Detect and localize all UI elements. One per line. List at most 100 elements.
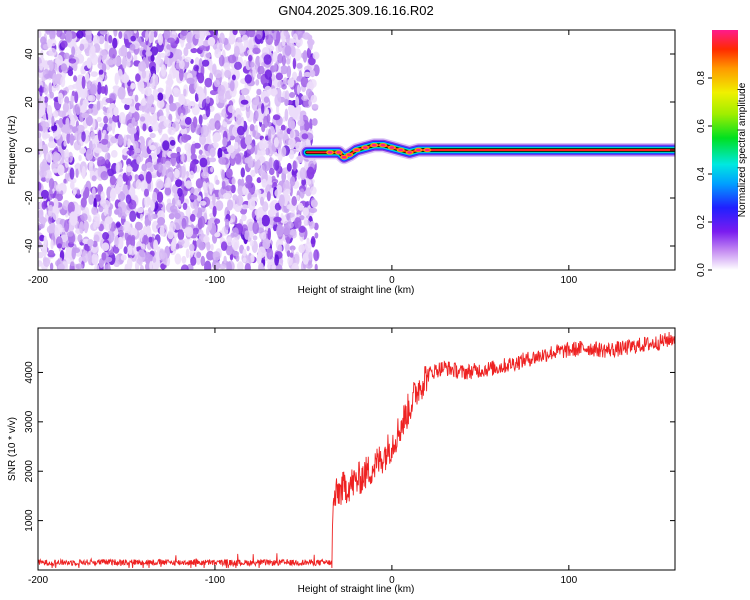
signal-peak-core bbox=[341, 155, 347, 159]
noise-blob bbox=[183, 47, 189, 57]
noise-blob bbox=[124, 263, 129, 270]
noise-blob bbox=[180, 153, 185, 162]
noise-blob bbox=[48, 82, 53, 95]
noise-blob bbox=[230, 184, 236, 194]
noise-blob bbox=[245, 106, 251, 119]
noise-blob bbox=[38, 217, 47, 224]
noise-blob bbox=[140, 243, 146, 250]
noise-blob bbox=[67, 69, 74, 77]
noise-blob bbox=[47, 109, 53, 121]
noise-blob bbox=[121, 73, 130, 84]
noise-blob bbox=[127, 138, 131, 149]
noise-blob bbox=[189, 194, 198, 200]
noise-blob bbox=[184, 116, 192, 125]
noise-blob bbox=[198, 114, 203, 125]
noise-blob bbox=[310, 238, 316, 245]
noise-blob bbox=[90, 131, 95, 140]
signal-peak-core bbox=[347, 153, 352, 157]
noise-blob bbox=[198, 229, 204, 239]
noise-blob bbox=[40, 209, 44, 216]
noise-blob bbox=[73, 75, 78, 82]
noise-blob bbox=[144, 188, 149, 197]
noise-blob bbox=[48, 249, 55, 256]
noise-blob bbox=[130, 234, 136, 242]
noise-blob bbox=[46, 38, 53, 49]
noise-blob bbox=[130, 82, 136, 90]
noise-blob bbox=[124, 97, 133, 105]
noise-blob bbox=[280, 124, 286, 131]
noise-blob bbox=[90, 84, 97, 96]
noise-blob bbox=[225, 185, 233, 192]
noise-blob bbox=[295, 30, 304, 39]
colorbar-tick-label: 0.6 bbox=[696, 119, 707, 133]
noise-blob bbox=[38, 112, 43, 119]
noise-blob bbox=[149, 145, 156, 151]
noise-blob bbox=[303, 71, 312, 78]
noise-blob bbox=[197, 217, 203, 230]
noise-blob bbox=[91, 206, 97, 215]
noise-blob bbox=[116, 176, 124, 187]
snr-ytick-label: 3000 bbox=[24, 410, 35, 433]
noise-blob bbox=[69, 167, 75, 180]
noise-blob bbox=[259, 140, 264, 150]
noise-blob bbox=[105, 256, 113, 263]
noise-blob bbox=[96, 100, 101, 111]
noise-blob bbox=[231, 74, 236, 81]
noise-blob bbox=[103, 218, 112, 231]
noise-blob bbox=[267, 121, 272, 128]
noise-blob bbox=[302, 207, 309, 217]
snr-ytick-label: 1000 bbox=[24, 509, 35, 532]
noise-blob bbox=[286, 65, 292, 79]
noise-blob bbox=[117, 206, 123, 218]
noise-blob bbox=[48, 47, 57, 57]
noise-blob bbox=[199, 200, 207, 206]
signal-peak-core bbox=[327, 151, 333, 154]
noise-blob bbox=[65, 240, 70, 249]
signal-track bbox=[300, 138, 675, 165]
noise-blob bbox=[190, 143, 196, 156]
noise-blob bbox=[286, 236, 290, 244]
noise-blob bbox=[166, 44, 171, 50]
noise-blob bbox=[74, 204, 82, 217]
noise-blob bbox=[145, 171, 152, 184]
noise-blob bbox=[130, 35, 136, 42]
noise-blob bbox=[166, 49, 171, 57]
noise-blob bbox=[247, 30, 256, 38]
signal-peak-core bbox=[380, 143, 386, 147]
noise-blob bbox=[291, 167, 299, 178]
noise-blob bbox=[146, 225, 151, 233]
noise-blob bbox=[55, 83, 60, 91]
noise-blob bbox=[216, 42, 224, 50]
noise-blob bbox=[234, 141, 239, 150]
noise-blob bbox=[62, 102, 69, 113]
noise-blob bbox=[225, 168, 233, 179]
noise-blob bbox=[100, 171, 109, 181]
noise-blob bbox=[157, 33, 164, 46]
snr-panel: -200 -100 0 100 1000 2000 3000 4000 Height of s… bbox=[7, 327, 676, 595]
noise-blob bbox=[192, 227, 200, 235]
noise-blob bbox=[148, 236, 153, 243]
noise-blob bbox=[296, 84, 301, 95]
noise-blob bbox=[71, 246, 77, 260]
noise-blob bbox=[295, 141, 303, 151]
noise-blob bbox=[96, 81, 102, 95]
noise-blob bbox=[81, 112, 89, 119]
noise-blob bbox=[117, 86, 126, 100]
noise-blob bbox=[277, 53, 284, 64]
colorbar-label: Normalized spectral amplitude bbox=[737, 82, 748, 217]
noise-blob bbox=[102, 129, 107, 135]
noise-blob bbox=[267, 209, 276, 217]
noise-blob bbox=[292, 57, 297, 70]
noise-blob bbox=[174, 253, 182, 265]
noise-blob bbox=[222, 136, 228, 147]
noise-blob bbox=[70, 93, 74, 106]
noise-blob bbox=[92, 240, 98, 248]
noise-blob bbox=[106, 59, 115, 66]
noise-blob bbox=[150, 46, 159, 56]
noise-blob bbox=[258, 262, 264, 270]
noise-blob bbox=[212, 205, 217, 218]
noise-blob bbox=[139, 265, 144, 270]
noise-blob bbox=[212, 134, 218, 144]
noise-blob bbox=[158, 115, 167, 121]
noise-blob bbox=[235, 114, 242, 126]
